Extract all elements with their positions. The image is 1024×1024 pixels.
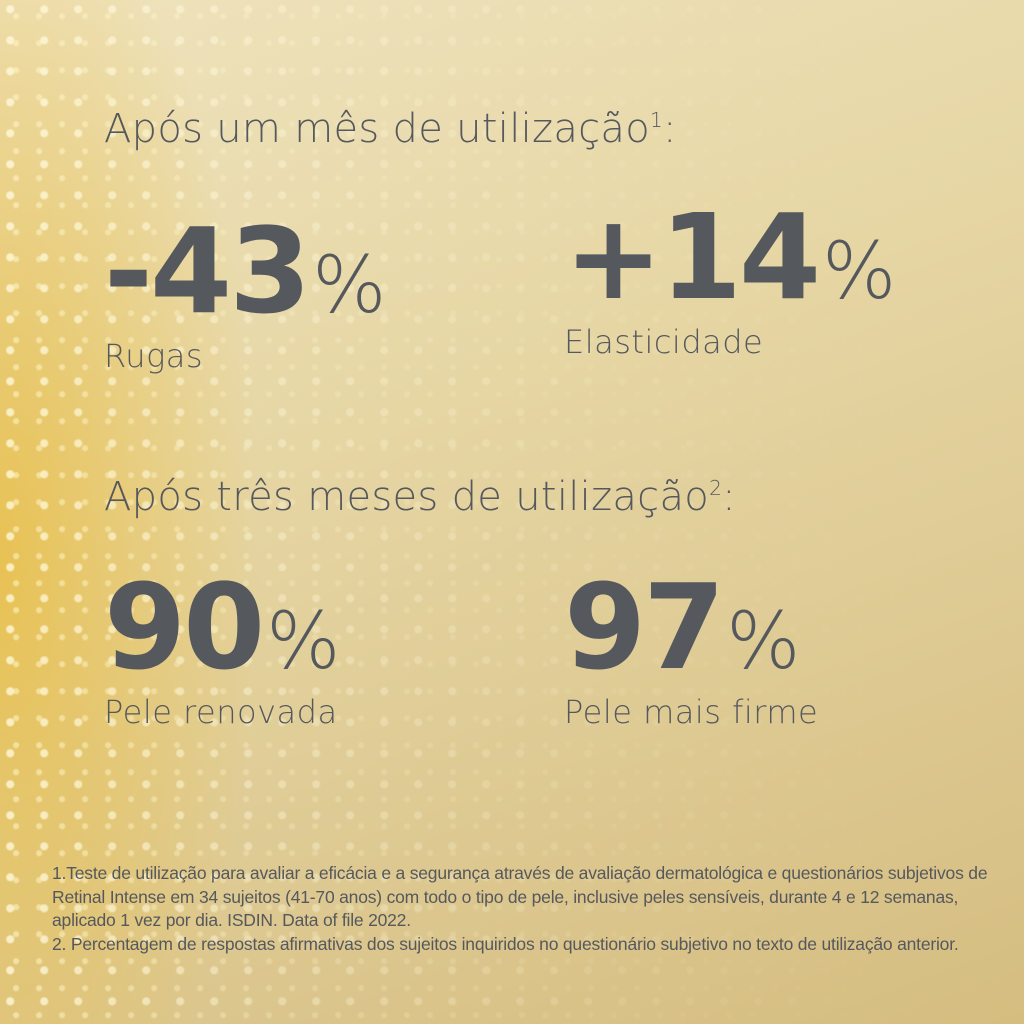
stat-unit: % [822,227,897,317]
section1-heading: Após um mês de utilização1: [104,106,677,152]
stat-value: +14 [564,188,821,326]
stat-label: Rugas [104,337,204,375]
stat-unit: % [312,241,387,331]
footnote-2: 2. Percentagem de respostas afirmativas … [52,933,959,954]
stat-unit: % [266,597,341,687]
section2-heading: Após três meses de utilização2: [104,474,736,520]
footnote-1: 1.Teste de utilização para avaliar a efi… [52,863,988,930]
stat-label: Pele mais firme [564,693,819,731]
footnotes: 1.Teste de utilização para avaliar a efi… [52,862,992,956]
stat-value: -43 [104,202,311,340]
stat-unit: % [726,597,801,687]
stat-label: Pele renovada [104,693,338,731]
stat-pele-mais-firme: 97% Pele mais firme [564,568,818,731]
stat-label: Elasticidade [564,323,764,361]
stat-pele-renovada: 90% Pele renovada [104,568,340,731]
stat-value: 90 [104,558,265,696]
stat-value: 97 [564,558,725,696]
stat-rugas: -43% Rugas [104,212,386,375]
stat-elasticidade: +14% Elasticidade [564,198,896,361]
